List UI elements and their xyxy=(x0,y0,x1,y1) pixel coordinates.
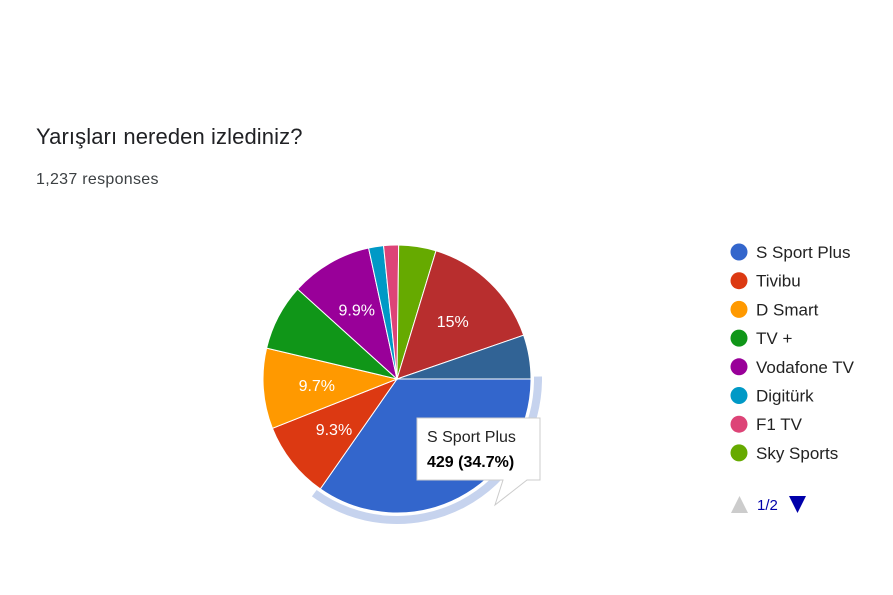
legend-swatch xyxy=(730,358,748,376)
legend-item[interactable]: Digitürk xyxy=(730,387,815,406)
legend-item[interactable]: Sky Sports xyxy=(730,444,839,463)
legend-label: S Sport Plus xyxy=(756,243,851,262)
legend-page-indicator: 1/2 xyxy=(757,497,778,514)
slice-label: 15% xyxy=(437,314,469,331)
legend-swatch xyxy=(730,444,748,462)
tooltip: S Sport Plus 429 (34.7%) xyxy=(416,417,541,507)
legend-label: Tivibu xyxy=(756,272,801,291)
legend-label: TV + xyxy=(756,329,792,348)
legend-item[interactable]: TV + xyxy=(730,329,793,348)
legend-label: Vodafone TV xyxy=(756,358,855,377)
pie-slice[interactable] xyxy=(262,347,399,429)
slice-label: 9.9% xyxy=(338,302,374,319)
legend-item[interactable]: D Smart xyxy=(730,300,819,319)
pie-slice[interactable] xyxy=(271,377,399,490)
highlight-ring xyxy=(311,376,542,524)
legend-swatch xyxy=(730,243,748,261)
slice-label: 9.3% xyxy=(316,422,352,439)
legend-label: Sky Sports xyxy=(756,444,838,463)
legend-item[interactable]: Tivibu xyxy=(730,272,801,291)
pie-slice[interactable] xyxy=(296,247,398,381)
legend-prev-page-icon[interactable] xyxy=(731,496,748,513)
legend-next-page-icon[interactable] xyxy=(789,496,806,513)
tooltip-title: S Sport Plus xyxy=(427,429,516,446)
legend-swatch xyxy=(730,329,748,347)
legend-label: Digitürk xyxy=(756,387,814,406)
legend-swatch xyxy=(730,272,748,290)
legend-label: F1 TV xyxy=(756,415,803,434)
tooltip-value: 429 (34.7%) xyxy=(427,454,514,471)
legend-item[interactable]: S Sport Plus xyxy=(730,243,851,262)
slice-label: 9.7% xyxy=(299,378,335,395)
pie-slice[interactable] xyxy=(396,250,525,380)
pie-slice[interactable] xyxy=(396,334,532,380)
legend-pager: 1/2 xyxy=(731,496,806,514)
response-count: 1,237 responses xyxy=(36,171,159,188)
legend-item[interactable]: Vodafone TV xyxy=(730,358,855,377)
legend-swatch xyxy=(730,300,748,318)
legend: S Sport Plus Tivibu D Smart TV + Vodafone TV… xyxy=(730,243,855,463)
legend-swatch xyxy=(730,387,748,404)
legend-swatch xyxy=(730,415,748,433)
question-title: Yarışları nereden izlediniz? xyxy=(36,124,303,149)
legend-label: D Smart xyxy=(756,300,819,319)
legend-item[interactable]: F1 TV xyxy=(730,415,803,434)
tooltip-box xyxy=(416,417,541,507)
pie-labels: 9.3% 9.7% 9.9% 15% xyxy=(299,302,469,438)
